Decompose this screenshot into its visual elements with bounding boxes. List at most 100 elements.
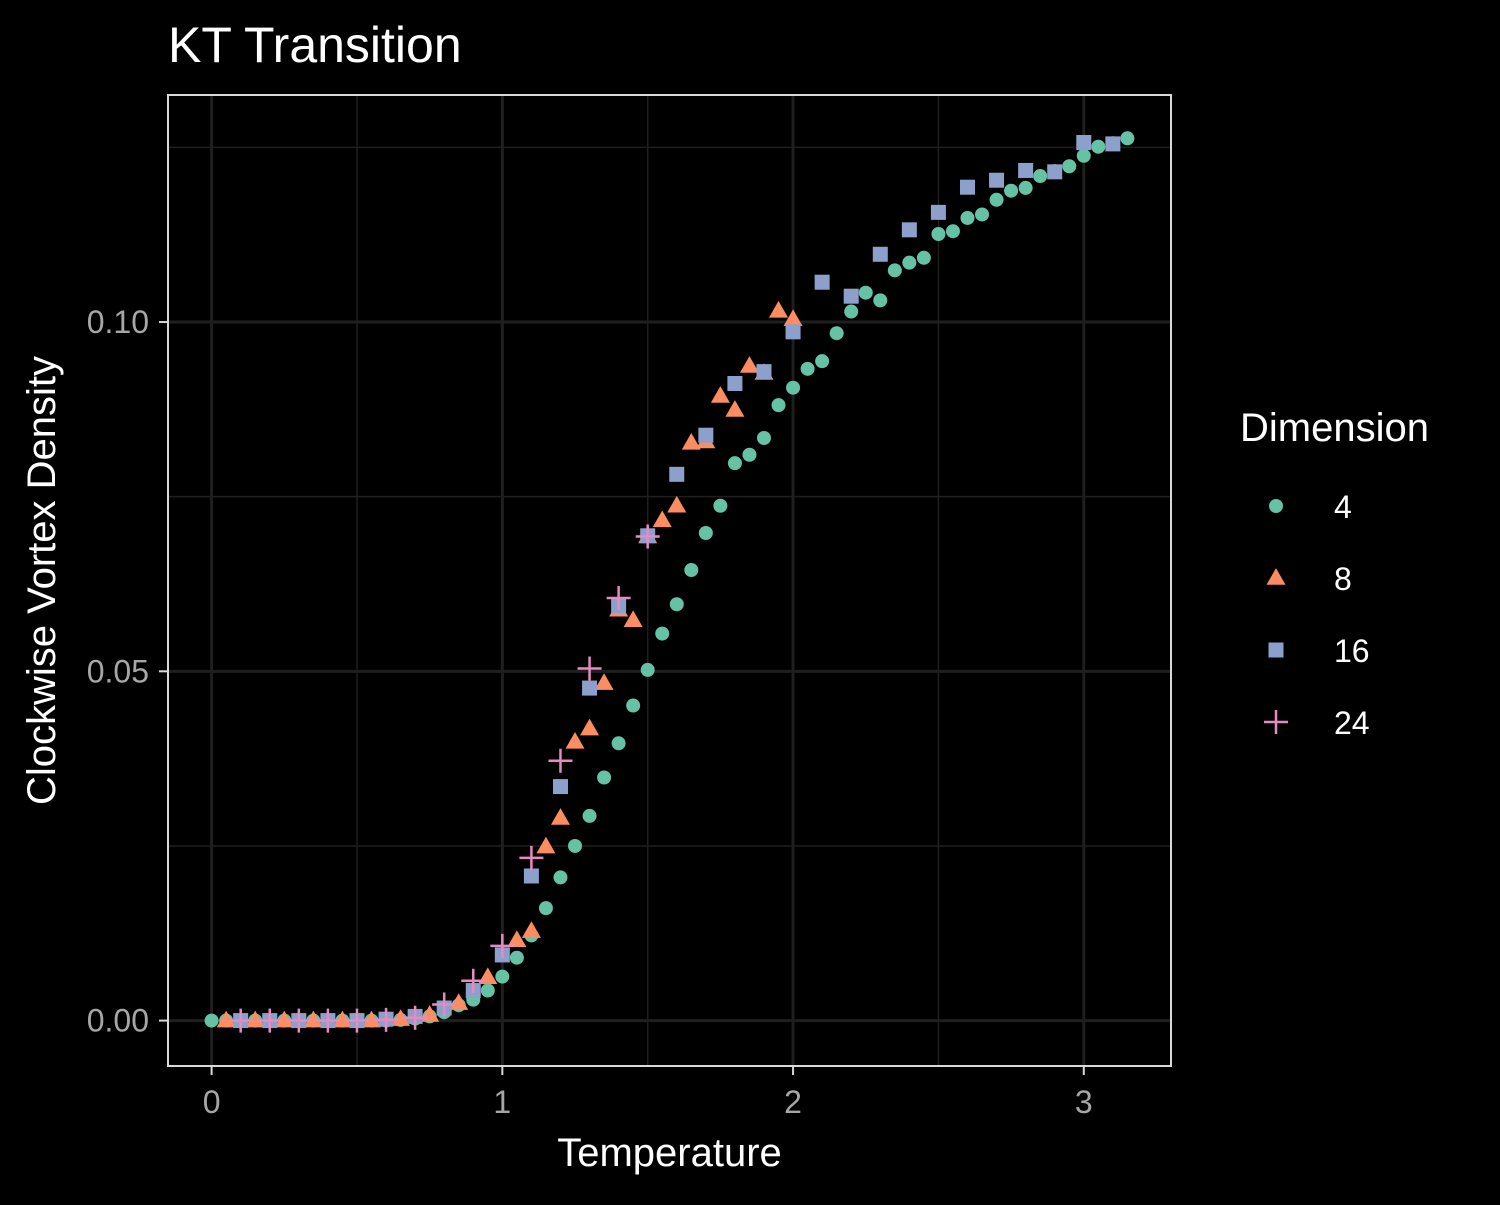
data-point [901, 222, 917, 238]
data-point [1062, 159, 1077, 174]
data-point [872, 246, 888, 262]
data-point [362, 1010, 382, 1028]
data-point [756, 430, 771, 445]
legend-item: 16 [1268, 633, 1370, 669]
data-point [461, 968, 486, 993]
data-point [538, 901, 553, 916]
data-point [667, 495, 687, 513]
data-point [902, 255, 917, 270]
data-point [1018, 162, 1034, 178]
data-point [960, 210, 975, 225]
data-point [582, 680, 598, 696]
data-point [521, 921, 541, 938]
data-point [568, 838, 583, 853]
data-point [626, 698, 641, 713]
data-point [742, 447, 757, 462]
data-point [669, 466, 685, 482]
data-point [1018, 180, 1033, 195]
legend-label: 8 [1334, 561, 1352, 597]
data-point [548, 748, 573, 773]
x-tick-label: 1 [493, 1084, 511, 1120]
data-point [829, 326, 844, 341]
data-point [597, 770, 612, 785]
data-point [916, 250, 931, 265]
data-point [771, 398, 786, 413]
data-point [582, 808, 597, 823]
data-point [216, 1010, 236, 1028]
data-point [710, 386, 730, 403]
data-point [756, 364, 772, 380]
data-points [204, 131, 1135, 1033]
legend-key [1269, 499, 1283, 513]
data-point [931, 227, 946, 242]
legend-label: 16 [1334, 633, 1370, 669]
legend-title: Dimension [1240, 406, 1429, 450]
data-point [536, 836, 556, 854]
data-point [844, 304, 859, 319]
data-point [1091, 139, 1106, 154]
y-tick-label: 0.00 [87, 1003, 149, 1039]
data-point [655, 626, 670, 641]
data-point [286, 1008, 311, 1033]
legend: Dimension 4 8 16 24 [1240, 406, 1429, 741]
data-point [1076, 135, 1092, 151]
data-point [623, 610, 643, 628]
data-point [344, 1008, 369, 1033]
data-point [769, 300, 789, 318]
data-point [594, 673, 614, 690]
data-point [332, 1010, 352, 1028]
plot-panel [167, 94, 1172, 1067]
x-axis: 0 1 2 3 [203, 1066, 1093, 1120]
y-tick-label: 0.05 [87, 653, 149, 689]
data-point [606, 585, 631, 610]
series-24 [228, 524, 660, 1033]
x-tick-label: 2 [784, 1084, 802, 1120]
data-point [727, 456, 742, 471]
y-tick-label: 0.10 [87, 304, 149, 340]
data-point [403, 1005, 428, 1030]
data-point [635, 524, 660, 549]
data-point [945, 224, 960, 239]
x-tick-label: 3 [1075, 1084, 1093, 1120]
x-axis-label: Temperature [557, 1131, 782, 1175]
data-point [552, 779, 568, 795]
data-point [698, 427, 714, 443]
data-point [245, 1010, 265, 1028]
y-axis-label: Clockwise Vortex Density [20, 356, 64, 805]
data-point [930, 204, 946, 220]
legend-items: 4 8 16 24 [1264, 489, 1370, 741]
data-point [550, 808, 570, 825]
data-point [739, 356, 759, 373]
data-point [565, 731, 585, 749]
legend-item: 24 [1264, 705, 1370, 741]
data-point [553, 870, 568, 885]
series-16 [233, 135, 1121, 1029]
data-point [959, 179, 975, 195]
data-point [523, 868, 539, 884]
data-point [374, 1007, 399, 1032]
data-point [509, 950, 524, 965]
data-point [975, 207, 990, 222]
data-point [391, 1009, 411, 1026]
data-point [274, 1010, 294, 1028]
data-point [727, 376, 743, 392]
data-point [480, 983, 495, 998]
data-point [698, 525, 713, 540]
panel-border [167, 94, 1172, 1067]
data-point [681, 432, 701, 450]
data-point [1076, 148, 1091, 163]
data-point [786, 380, 801, 395]
data-point [611, 736, 626, 751]
data-point [228, 1008, 253, 1033]
data-point [432, 992, 457, 1017]
data-point [669, 597, 684, 612]
legend-key [1268, 642, 1284, 658]
data-point [490, 933, 515, 958]
data-point [315, 1008, 340, 1033]
data-point [204, 1013, 219, 1028]
data-point [785, 324, 801, 340]
data-point [887, 263, 902, 278]
data-point [1105, 136, 1121, 152]
